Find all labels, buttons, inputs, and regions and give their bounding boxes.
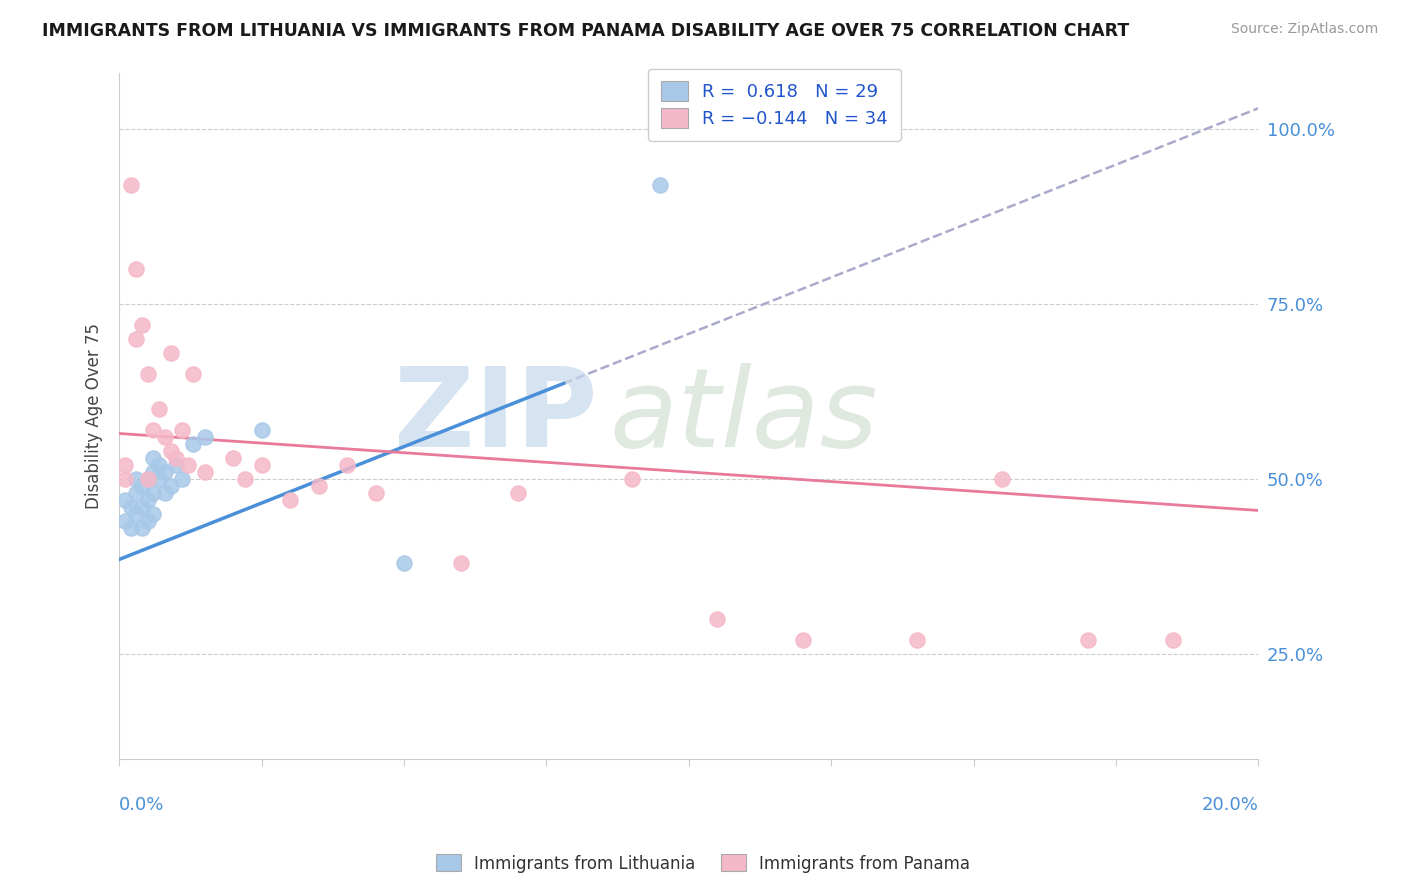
- Point: [650, 178, 672, 193]
- Point: [905, 632, 928, 647]
- Point: [506, 486, 529, 500]
- Point: [364, 486, 387, 500]
- Point: [170, 472, 193, 486]
- Point: [159, 444, 181, 458]
- Text: 20.0%: 20.0%: [1202, 797, 1258, 814]
- Point: [222, 450, 245, 465]
- Text: IMMIGRANTS FROM LITHUANIA VS IMMIGRANTS FROM PANAMA DISABILITY AGE OVER 75 CORRE: IMMIGRANTS FROM LITHUANIA VS IMMIGRANTS …: [42, 22, 1129, 40]
- Point: [120, 500, 142, 514]
- Point: [125, 486, 148, 500]
- Point: [170, 423, 193, 437]
- Point: [142, 486, 165, 500]
- Point: [450, 556, 472, 570]
- Point: [125, 507, 148, 521]
- Point: [114, 472, 136, 486]
- Point: [131, 500, 153, 514]
- Point: [1077, 632, 1099, 647]
- Point: [153, 430, 176, 444]
- Point: [131, 318, 153, 332]
- Point: [181, 367, 204, 381]
- Point: [181, 437, 204, 451]
- Point: [620, 472, 643, 486]
- Point: [142, 465, 165, 479]
- Point: [1161, 632, 1184, 647]
- Point: [165, 458, 187, 472]
- Point: [136, 367, 159, 381]
- Point: [114, 492, 136, 507]
- Point: [308, 479, 330, 493]
- Point: [153, 486, 176, 500]
- Legend: R =  0.618   N = 29, R = −0.144   N = 34: R = 0.618 N = 29, R = −0.144 N = 34: [648, 69, 901, 141]
- Point: [194, 430, 217, 444]
- Text: ZIP: ZIP: [394, 362, 598, 469]
- Point: [136, 514, 159, 528]
- Point: [114, 514, 136, 528]
- Point: [176, 458, 198, 472]
- Point: [278, 492, 301, 507]
- Point: [991, 472, 1014, 486]
- Text: atlas: atlas: [609, 362, 877, 469]
- Point: [125, 472, 148, 486]
- Point: [165, 450, 187, 465]
- Point: [153, 465, 176, 479]
- Point: [792, 632, 814, 647]
- Point: [233, 472, 256, 486]
- Point: [136, 472, 159, 486]
- Point: [148, 402, 170, 417]
- Point: [120, 178, 142, 193]
- Point: [706, 612, 728, 626]
- Point: [142, 507, 165, 521]
- Point: [148, 458, 170, 472]
- Point: [142, 450, 165, 465]
- Text: Source: ZipAtlas.com: Source: ZipAtlas.com: [1230, 22, 1378, 37]
- Y-axis label: Disability Age Over 75: Disability Age Over 75: [86, 323, 103, 509]
- Point: [131, 521, 153, 535]
- Point: [125, 332, 148, 346]
- Point: [136, 492, 159, 507]
- Point: [194, 465, 217, 479]
- Text: 0.0%: 0.0%: [120, 797, 165, 814]
- Point: [159, 479, 181, 493]
- Point: [159, 346, 181, 360]
- Legend: Immigrants from Lithuania, Immigrants from Panama: Immigrants from Lithuania, Immigrants fr…: [429, 847, 977, 880]
- Point: [392, 556, 415, 570]
- Point: [136, 472, 159, 486]
- Point: [250, 423, 273, 437]
- Point: [131, 479, 153, 493]
- Point: [336, 458, 359, 472]
- Point: [125, 262, 148, 277]
- Point: [250, 458, 273, 472]
- Point: [114, 458, 136, 472]
- Point: [142, 423, 165, 437]
- Point: [148, 472, 170, 486]
- Point: [120, 521, 142, 535]
